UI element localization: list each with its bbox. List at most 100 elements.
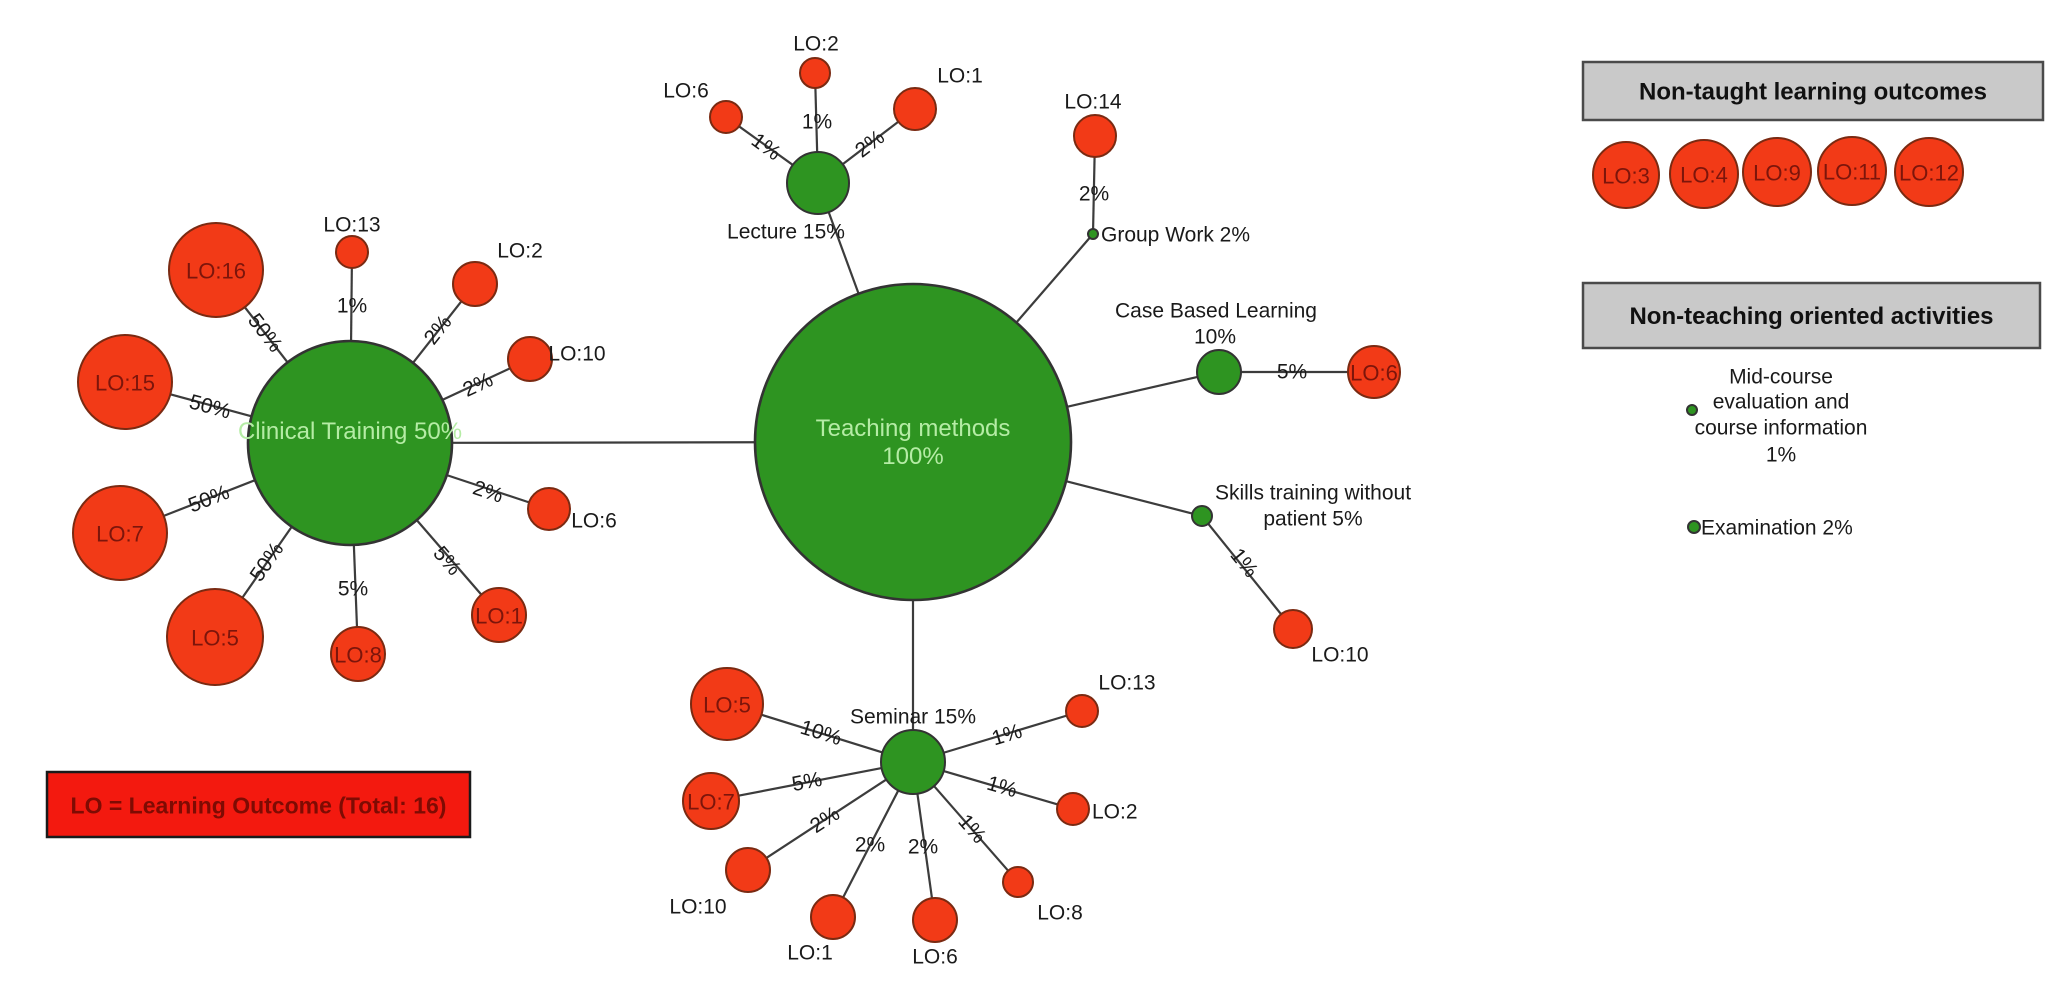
node-lo15-clinical-circle: [77, 334, 173, 430]
node-groupwork-circle: [1087, 228, 1099, 240]
edge-teaching-groupwork-line: [1015, 237, 1091, 324]
node-lo6-casebased-circle: [1347, 345, 1401, 399]
node-casebased-label-0: Case Based Learning: [1115, 300, 1317, 323]
edge-clinical-lo7-clinical-line: [163, 479, 256, 517]
node-lo10-skills-label: LO:10: [1311, 644, 1368, 667]
node-lo8-seminar-circle: [1002, 866, 1034, 898]
node-skills-circle: [1191, 505, 1213, 527]
node-lo4-nontaught-circle: [1669, 139, 1739, 209]
edge-clinical-lo2-clinical-line: [412, 300, 463, 364]
node-lo2-lecture-label: LO:2: [793, 33, 839, 56]
node-lo15-clinical-label: LO:15: [95, 371, 155, 396]
node-casebased-circle: [1196, 349, 1242, 395]
node-skills-label-1: patient 5%: [1263, 508, 1362, 531]
edge-clinical-lo1-clinical-line: [415, 519, 483, 596]
edge-clinical-lo5-clinical-label: 50%: [246, 538, 289, 586]
node-lo1-clinical-circle: [471, 587, 527, 643]
edge-clinical-lo5-clinical-line: [241, 526, 293, 599]
edge-seminar-lo13-seminar-line: [943, 714, 1068, 754]
node-lo10-seminar-circle: [725, 847, 771, 893]
node-lo9-nontaught-label: LO:9: [1753, 161, 1801, 186]
edge-clinical-lo13-clinical-label: 1%: [337, 295, 367, 318]
edge-seminar-lo7-seminar-label: 5%: [790, 768, 824, 796]
node-lo5-clinical-label: LO:5: [191, 626, 239, 651]
box-non-teaching-header: [1581, 281, 2042, 350]
node-lecture-label: Lecture 15%: [727, 221, 845, 244]
edge-groupwork-lo14-groupwork-line: [1092, 156, 1096, 230]
edge-clinical-lo2-clinical-label: 2%: [420, 311, 457, 349]
node-lo5-seminar-label: LO:5: [703, 693, 751, 718]
edge-clinical-lo15-clinical-label: 50%: [187, 390, 234, 423]
edge-lecture-lo2-lecture-line: [814, 87, 819, 153]
node-lo13-seminar-circle: [1065, 694, 1099, 728]
edge-groupwork-lo14-groupwork-label: 2%: [1079, 183, 1109, 206]
node-lo1-clinical-label: LO:1: [475, 604, 523, 629]
edge-clinical-lo8-clinical-line: [352, 544, 359, 628]
edge-lecture-lo2-lecture-label: 1%: [802, 111, 832, 134]
node-lo1-lecture-circle: [893, 87, 937, 131]
edge-teaching-casebased-line: [1066, 375, 1198, 408]
node-examination-label: Examination 2%: [1701, 517, 1853, 540]
edge-seminar-lo2-seminar-line: [943, 769, 1058, 806]
edge-teaching-skills-line: [1065, 480, 1193, 515]
node-midcourse-circle: [1686, 404, 1698, 416]
node-skills-label-0: Skills training without: [1215, 482, 1411, 505]
edge-clinical-lo6-clinical-line: [446, 474, 530, 504]
node-lo1-seminar-label: LO:1: [787, 942, 833, 965]
edge-seminar-lo6-seminar-line: [916, 793, 934, 899]
node-midcourse-label-0: Mid-course: [1729, 366, 1833, 389]
node-lo12-nontaught-circle: [1894, 137, 1964, 207]
node-lo7-clinical-circle: [72, 485, 168, 581]
node-lo11-nontaught-label: LO:11: [1823, 160, 1881, 185]
node-lo6-lecture-circle: [709, 100, 743, 134]
edge-lecture-lo1-lecture-label: 2%: [851, 126, 889, 163]
node-lo6-clinical-label: LO:6: [571, 510, 617, 533]
edge-clinical-lo13-clinical-line: [349, 267, 353, 342]
node-lo7-seminar-label: LO:7: [687, 790, 735, 815]
edge-clinical-lo6-clinical-label: 2%: [470, 476, 506, 507]
node-seminar-circle: [880, 729, 946, 795]
node-lo3-nontaught-circle: [1592, 141, 1660, 209]
node-examination-circle: [1687, 520, 1701, 534]
node-midcourse-label-3: 1%: [1766, 444, 1796, 467]
box-non-taught-header-title: Non-taught learning outcomes: [1639, 79, 1987, 106]
node-lecture-circle: [786, 151, 850, 215]
node-lo2-seminar-label: LO:2: [1092, 801, 1138, 824]
node-lo8-seminar-label: LO:8: [1037, 902, 1083, 925]
node-teaching-circle: [753, 282, 1073, 602]
edge-seminar-lo6-seminar-label: 2%: [908, 836, 938, 859]
edge-seminar-lo1-seminar-line: [842, 789, 900, 898]
edge-seminar-lo2-seminar-label: 1%: [984, 772, 1020, 803]
edge-teaching-clinical-line: [451, 441, 756, 444]
node-clinical-circle: [246, 339, 454, 547]
node-midcourse-label-2: course information: [1695, 417, 1868, 440]
node-lo7-clinical-label: LO:7: [96, 522, 144, 547]
node-teaching-label: Teaching methods 100%: [816, 415, 1011, 470]
edge-casebased-lo6-casebased-label: 5%: [1277, 361, 1307, 384]
node-lo16-clinical-label: LO:16: [186, 259, 246, 284]
node-lo2-clinical-circle: [452, 261, 498, 307]
node-lo10-clinical-label: LO:10: [548, 343, 605, 366]
node-lo6-seminar-circle: [912, 897, 958, 943]
edge-clinical-lo10-clinical-line: [441, 367, 511, 401]
node-lo5-seminar-circle: [690, 667, 764, 741]
edge-lecture-lo6-lecture-line: [738, 125, 794, 166]
edge-seminar-lo10-seminar-line: [765, 778, 887, 859]
edge-clinical-lo8-clinical-label: 5%: [338, 578, 368, 601]
node-lo5-clinical-circle: [166, 588, 264, 686]
box-non-taught-header: [1581, 60, 2045, 122]
node-lo6-casebased-label: LO:6: [1350, 361, 1398, 386]
node-lo7-seminar-circle: [682, 772, 740, 830]
box-non-teaching-header-title: Non-teaching oriented activities: [1629, 303, 1993, 330]
edge-seminar-lo5-seminar-label: 10%: [798, 716, 845, 750]
edge-teaching-lecture-line: [827, 211, 860, 295]
edge-skills-lo10-skills-line: [1207, 523, 1282, 615]
edge-seminar-lo10-seminar-label: 2%: [806, 802, 844, 838]
node-lo12-nontaught-label: LO:12: [1899, 161, 1959, 186]
node-casebased-label-1: 10%: [1194, 326, 1236, 349]
edge-clinical-lo16-clinical-line: [243, 306, 289, 364]
edge-seminar-lo13-seminar-label: 1%: [989, 720, 1025, 751]
edge-clinical-lo16-clinical-label: 50%: [243, 309, 287, 356]
